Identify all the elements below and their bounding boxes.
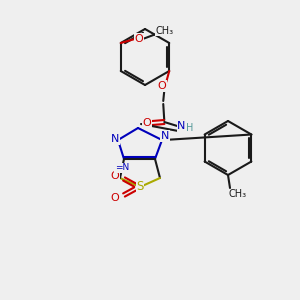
Text: N: N [161,131,169,141]
Text: N: N [177,121,185,131]
Text: O: O [111,171,119,181]
Text: N: N [111,134,119,144]
Text: H: H [186,123,193,133]
Text: CH₃: CH₃ [156,26,174,36]
Text: O: O [143,118,152,128]
Text: O: O [158,81,167,91]
Text: O: O [134,34,143,44]
Text: O: O [111,193,119,203]
Text: =N: =N [115,164,129,172]
Text: CH₃: CH₃ [229,189,247,199]
Text: S: S [136,181,144,194]
